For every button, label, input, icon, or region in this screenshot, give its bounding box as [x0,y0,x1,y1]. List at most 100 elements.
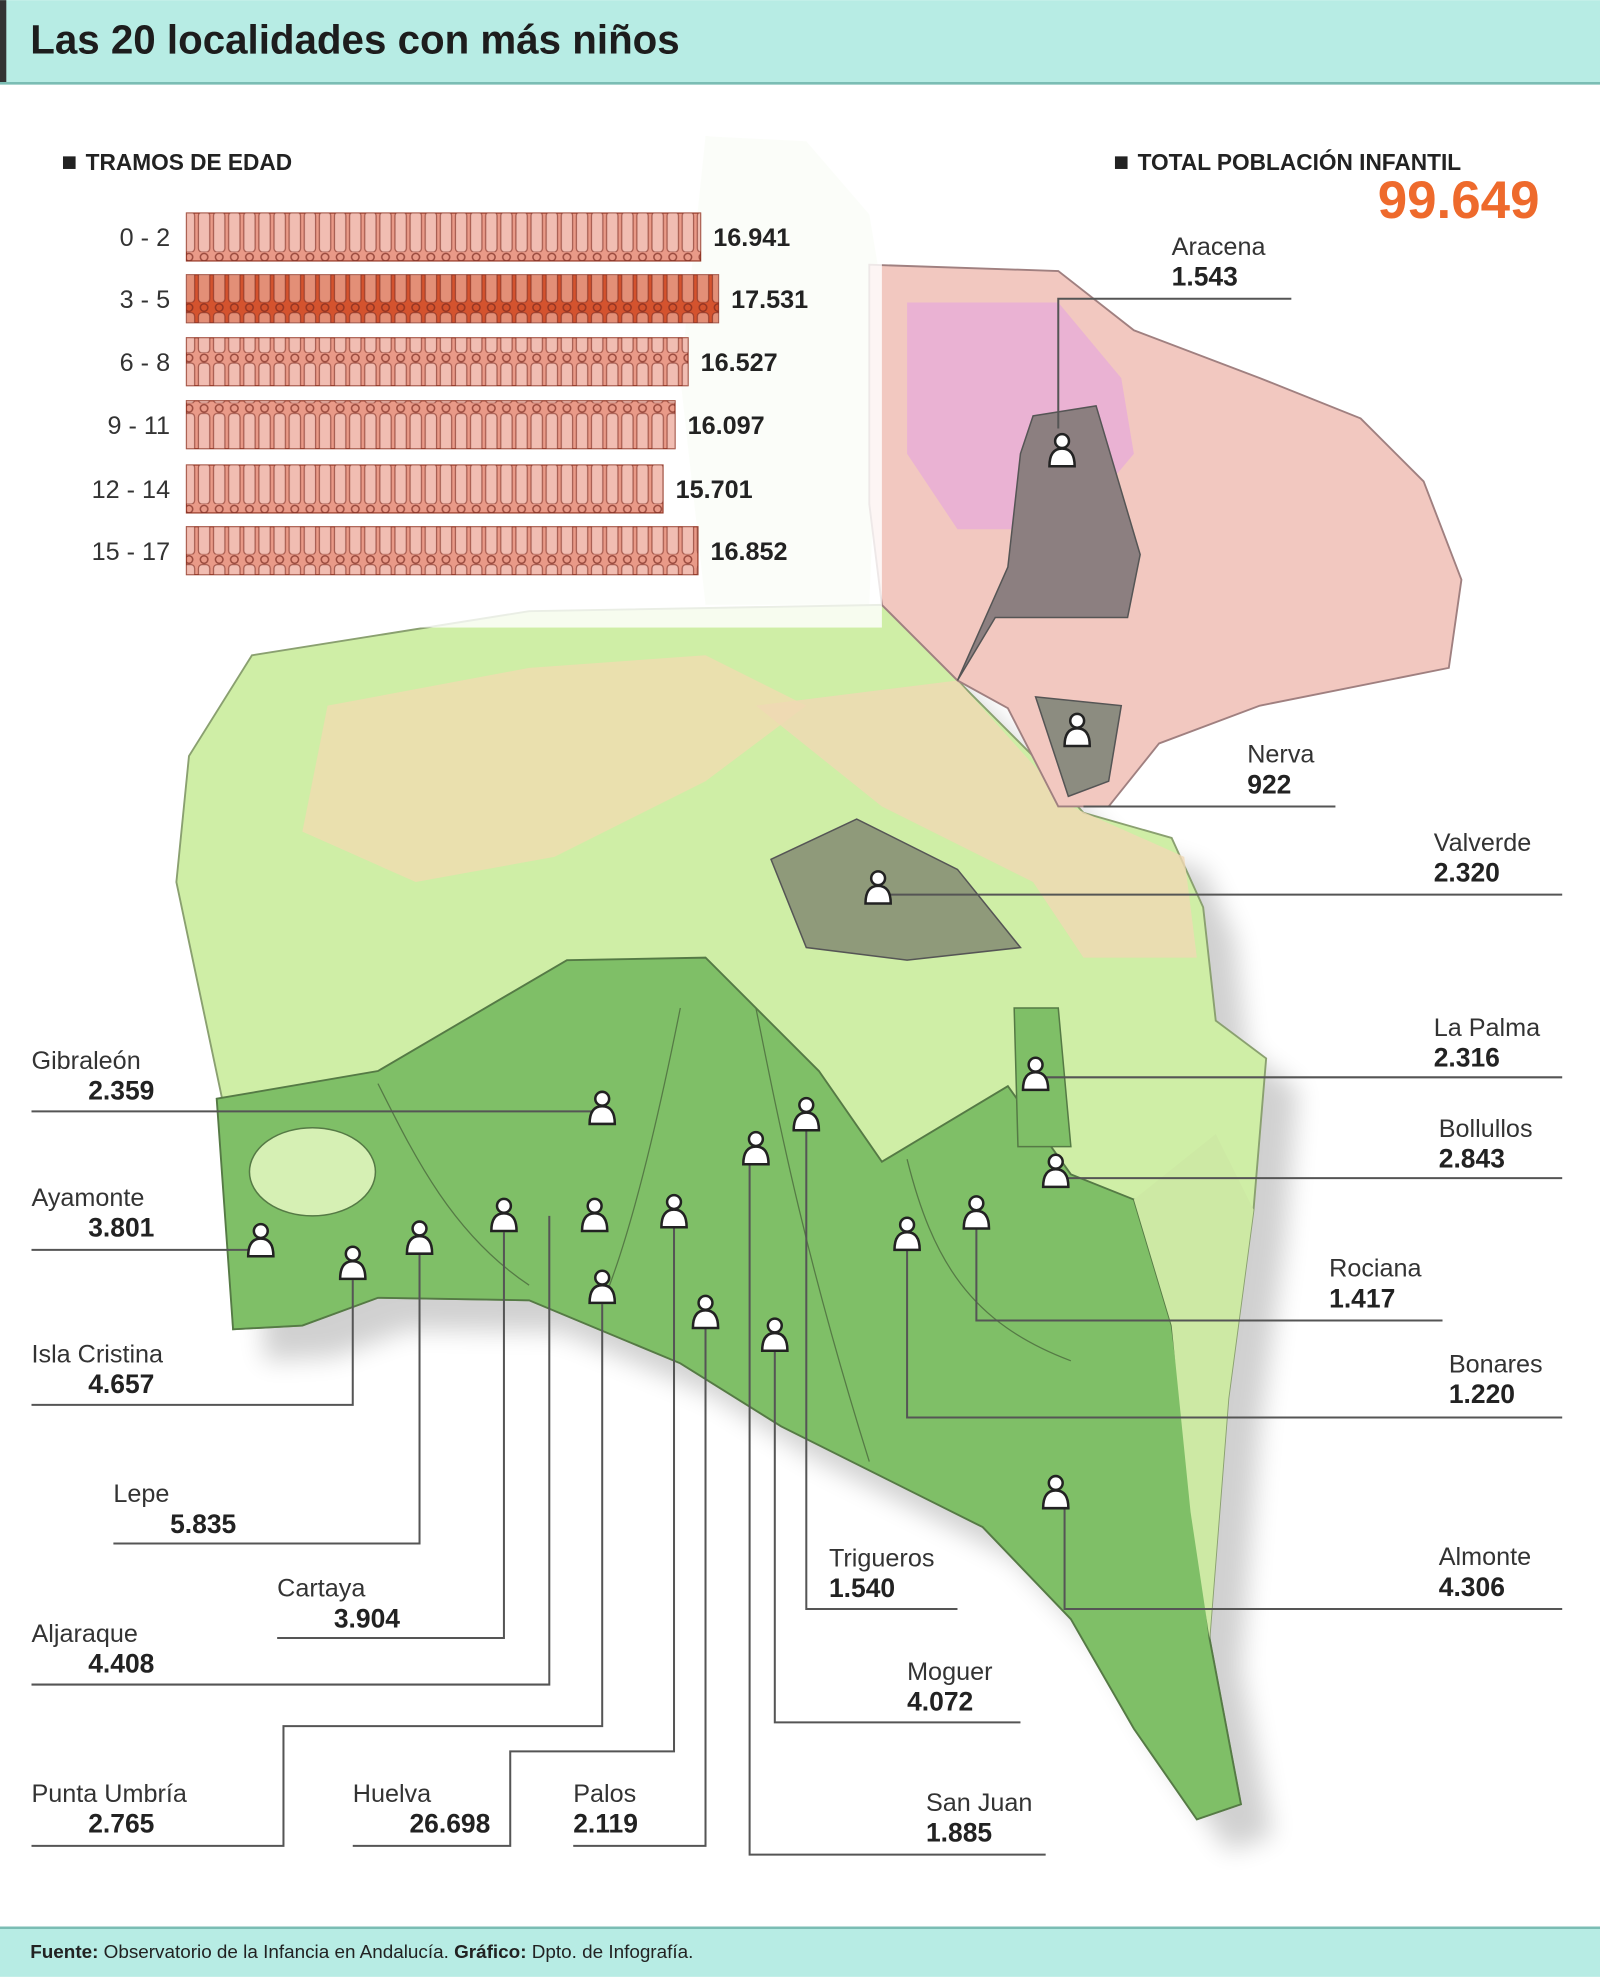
icon-head [594,1090,611,1107]
locality-population: 3.801 [88,1213,154,1243]
icon-body [246,1237,275,1258]
category-label: 12 - 14 [92,476,170,504]
locality-population: 4.408 [88,1649,154,1679]
person-icon [760,1317,789,1352]
footer-source: Observatorio de la Infancia en Andalucía… [104,1942,449,1963]
bar-value-label: 16.941 [713,224,790,252]
icon-body [792,1111,821,1132]
map-east-strip [1133,1134,1254,1638]
locality-name: La Palma [1434,1014,1541,1042]
locality-name: Rociana [1329,1255,1422,1283]
leader-line [773,1348,1021,1724]
icon-body [760,1331,789,1352]
person-icon [962,1195,991,1230]
icon-head [747,1130,765,1148]
locality-name: Almonte [1439,1543,1531,1571]
icon-head [869,870,887,887]
icon-head [1047,1474,1064,1492]
leader-line [748,1165,1046,1856]
locality-population: 4.306 [1439,1572,1505,1602]
icon-body [864,884,892,905]
icon-head [594,1269,611,1286]
leader-line [1057,297,1292,429]
map-highlight-aracena [956,404,1141,681]
locality-name: Punta Umbría [31,1780,187,1808]
bar-figures [186,465,663,513]
person-icon [246,1222,275,1258]
person-icon [864,870,892,905]
leader-line [805,1127,958,1610]
person-icon [580,1197,609,1233]
locality-population: 2.765 [88,1809,154,1839]
header-band [0,0,1600,84]
icon-head [495,1197,513,1215]
icon-body [691,1309,720,1330]
person-icon [1048,432,1076,468]
locality-population: 26.698 [409,1809,490,1839]
locality-name: Aracena [1172,233,1267,261]
title: Las 20 localidades con más niños [30,18,679,63]
person-icon [1021,1056,1050,1092]
locality-population: 3.904 [334,1603,400,1633]
icon-body [1041,1489,1070,1510]
icon-body [742,1145,770,1166]
category-label: 6 - 8 [120,349,170,377]
icon-head [252,1222,269,1240]
locality-name: Moguer [907,1658,992,1686]
bar-figures [186,337,689,386]
person-icon [1041,1474,1070,1510]
footer: Fuente: Observatorio de la Infancia en A… [30,1942,693,1963]
locality-population: 2.843 [1439,1143,1505,1173]
icon-body [338,1259,367,1281]
icon-body [962,1209,991,1230]
locality-population: 2.320 [1434,857,1500,887]
icon-body [1048,447,1076,468]
icon-body [580,1212,609,1233]
leader-line [31,1215,551,1686]
map-relief [302,655,807,883]
person-icon [1041,1153,1070,1189]
legend-square [1114,156,1128,169]
icon-body [1041,1168,1070,1189]
icon-head [1053,432,1071,450]
locality-population: 1.540 [829,1573,895,1603]
category-label: 15 - 17 [92,538,170,566]
locality-name: Isla Cristina [31,1340,164,1368]
total-label: TOTAL POBLACIÓN INFANTIL [1138,149,1462,175]
icon-body [588,1283,617,1305]
locality-name: Nerva [1247,741,1315,769]
bar-figures [186,213,701,261]
icon-head [766,1317,783,1334]
icon-head [968,1195,985,1212]
person-icon [792,1096,821,1132]
bar-value-label: 16.527 [701,349,778,377]
icon-head [798,1096,815,1114]
locality-population: 1.543 [1172,262,1238,292]
icon-head [1027,1056,1044,1073]
locality-name: Bonares [1449,1350,1543,1378]
leader-line [1063,1505,1563,1610]
category-label: 3 - 5 [120,286,170,314]
locality-population: 4.657 [88,1369,154,1399]
bar-value-label: 15.701 [676,476,753,504]
bar-value-label: 16.852 [711,538,788,566]
bar-value-label: 16.097 [688,412,765,440]
leader-line [906,1247,1563,1419]
locality-name: Palos [573,1780,636,1808]
icon-head [898,1216,916,1233]
icon-head [697,1294,714,1312]
locality-name: Bollullos [1439,1115,1533,1143]
map-patch [248,1126,377,1217]
locality-population: 1.417 [1329,1283,1395,1313]
locality-population: 2.359 [88,1075,154,1105]
icon-head [1068,712,1086,729]
bar-figures [186,526,698,575]
person-icon [490,1197,518,1233]
category-label: 9 - 11 [108,412,171,440]
person-icon [742,1130,770,1166]
locality-population: 1.885 [926,1817,992,1847]
icon-body [1021,1071,1050,1092]
chart-title: TRAMOS DE EDAD [86,149,292,175]
icon-head [665,1193,683,1211]
locality-population: 2.316 [1434,1043,1500,1073]
